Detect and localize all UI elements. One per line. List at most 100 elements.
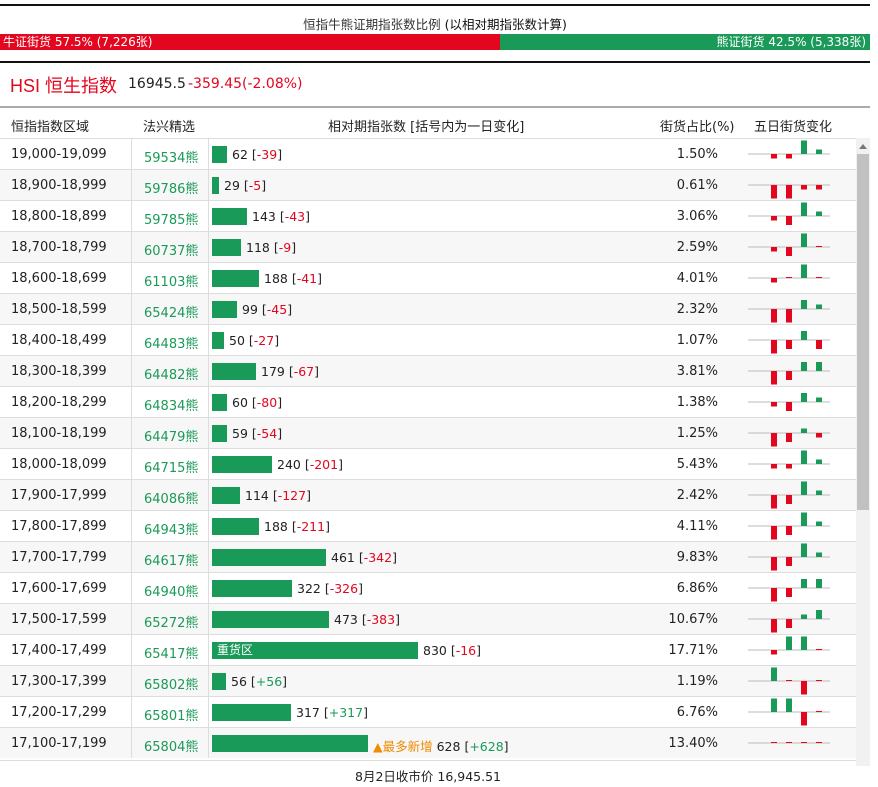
table-row[interactable]: 17,500-17,599 65272熊 473 [-383] 10.67% xyxy=(0,603,856,634)
five-day-bar xyxy=(771,309,777,323)
five-day-bar xyxy=(771,557,777,571)
row-code-link[interactable]: 59534熊 xyxy=(131,139,209,169)
contracts-value: 50 [-27] xyxy=(229,333,280,348)
five-day-change-chart xyxy=(748,542,830,572)
five-day-bar xyxy=(816,459,822,464)
table-row[interactable]: 19,000-19,099 59534熊 62 [-39] 1.50% xyxy=(0,138,856,169)
table-row[interactable]: 18,900-18,999 59786熊 29 [-5] 0.61% xyxy=(0,169,856,200)
contracts-bar xyxy=(212,580,292,597)
ratio-title: 恒指牛熊证期指张数比例 (以相对期指张数计算) xyxy=(0,14,870,33)
contracts-bar xyxy=(212,239,241,256)
five-day-change-chart xyxy=(748,170,830,200)
table-row[interactable]: 18,800-18,899 59785熊 143 [-43] 3.06% xyxy=(0,200,856,231)
table-row[interactable]: 18,400-18,499 64483熊 50 [-27] 1.07% xyxy=(0,324,856,355)
row-code-link[interactable]: 65802熊 xyxy=(131,666,209,696)
vertical-scrollbar[interactable] xyxy=(856,138,870,766)
row-range: 18,100-18,199 xyxy=(11,426,107,441)
row-code-link[interactable]: 64482熊 xyxy=(131,356,209,386)
five-day-bar xyxy=(801,331,807,340)
row-code-link[interactable]: 64715熊 xyxy=(131,449,209,479)
contracts-count: 240 xyxy=(277,457,301,472)
five-day-bar xyxy=(816,304,822,309)
table-row[interactable]: 18,300-18,399 64482熊 179 [-67] 3.81% xyxy=(0,355,856,386)
table-row[interactable]: 18,600-18,699 61103熊 188 [-41] 4.01% xyxy=(0,262,856,293)
contracts-count: 114 xyxy=(245,488,269,503)
contracts-count: 188 xyxy=(264,519,288,534)
share-percent: 10.67% xyxy=(668,612,718,627)
five-day-bar xyxy=(816,579,822,588)
row-code-link[interactable]: 64483熊 xyxy=(131,325,209,355)
table-row[interactable]: 17,600-17,699 64940熊 322 [-326] 6.86% xyxy=(0,572,856,603)
row-code-link[interactable]: 65272熊 xyxy=(131,604,209,634)
contracts-value: 240 [-201] xyxy=(277,457,343,472)
daily-change: -201 xyxy=(309,457,339,472)
contracts-bar xyxy=(212,363,256,380)
contracts-count: 628 xyxy=(436,739,461,754)
five-day-bar xyxy=(801,681,807,695)
table-row[interactable]: 17,900-17,999 64086熊 114 [-127] 2.42% xyxy=(0,479,856,510)
share-percent: 1.07% xyxy=(676,333,718,348)
five-day-bar xyxy=(801,712,807,726)
row-range: 17,300-17,399 xyxy=(11,674,107,689)
five-day-bar xyxy=(816,362,822,371)
table-row[interactable]: 17,800-17,899 64943熊 188 [-211] 4.11% xyxy=(0,510,856,541)
row-code-link[interactable]: 61103熊 xyxy=(131,263,209,293)
table-row[interactable]: 17,700-17,799 64617熊 461 [-342] 9.83% xyxy=(0,541,856,572)
contracts-value: 473 [-383] xyxy=(334,612,400,627)
five-day-change-chart xyxy=(748,573,830,603)
daily-change: -5 xyxy=(248,178,262,193)
daily-change: -41 xyxy=(296,271,318,286)
contracts-value: 188 [-41] xyxy=(264,271,323,286)
daily-change: +317 xyxy=(328,705,364,720)
contracts-bar xyxy=(212,487,240,504)
daily-change: -326 xyxy=(329,581,359,596)
table-row[interactable]: 18,100-18,199 64479熊 59 [-54] 1.25% xyxy=(0,417,856,448)
scroll-up-arrow-icon[interactable] xyxy=(859,144,867,149)
five-day-bar xyxy=(801,450,807,464)
five-day-change-chart xyxy=(748,139,830,169)
row-code-link[interactable]: 60737熊 xyxy=(131,232,209,262)
daily-change: +56 xyxy=(255,674,283,689)
row-range: 17,600-17,699 xyxy=(11,581,107,596)
daily-change: -342 xyxy=(363,550,393,565)
five-day-bar xyxy=(771,247,777,252)
row-code-link[interactable]: 65801熊 xyxy=(131,697,209,727)
row-range: 18,400-18,499 xyxy=(11,333,107,348)
row-code-link[interactable]: 64086熊 xyxy=(131,480,209,510)
table-row[interactable]: 18,700-18,799 60737熊 118 [-9] 2.59% xyxy=(0,231,856,262)
row-code-link[interactable]: 65417熊 xyxy=(131,635,209,665)
row-code-link[interactable]: 65804熊 xyxy=(131,728,209,758)
five-day-bar xyxy=(801,512,807,526)
table-row[interactable]: 17,300-17,399 65802熊 56 [+56] 1.19% xyxy=(0,665,856,696)
table-top-rule xyxy=(0,106,870,108)
table-row[interactable]: 17,400-17,499 65417熊 重货区 830 [-16] 17.71% xyxy=(0,634,856,665)
five-day-bar xyxy=(816,490,822,495)
table-row[interactable]: 18,000-18,099 64715熊 240 [-201] 5.43% xyxy=(0,448,856,479)
row-code-link[interactable]: 59785熊 xyxy=(131,201,209,231)
contracts-bar xyxy=(212,456,272,473)
table-row[interactable]: 17,200-17,299 65801熊 317 [+317] 6.76% xyxy=(0,696,856,727)
table-row[interactable]: 17,100-17,199 65804熊 ▲最多新增 628 [+628] 13.40… xyxy=(0,727,856,758)
table-row[interactable]: 18,200-18,299 64834熊 60 [-80] 1.38% xyxy=(0,386,856,417)
five-day-change-chart xyxy=(748,201,830,231)
row-code-link[interactable]: 59786熊 xyxy=(131,170,209,200)
row-range: 18,800-18,899 xyxy=(11,209,107,224)
five-day-change-chart xyxy=(748,325,830,355)
table-row[interactable]: 18,500-18,599 65424熊 99 [-45] 2.32% xyxy=(0,293,856,324)
share-percent: 1.50% xyxy=(676,147,718,162)
contracts-bar xyxy=(212,177,219,194)
row-code-link[interactable]: 64617熊 xyxy=(131,542,209,572)
row-code-link[interactable]: 65424熊 xyxy=(131,294,209,324)
row-code-link[interactable]: 64940熊 xyxy=(131,573,209,603)
scrollbar-thumb[interactable] xyxy=(857,154,869,510)
five-day-change-chart xyxy=(748,666,830,696)
contracts-value: 143 [-43] xyxy=(252,209,311,224)
row-code-link[interactable]: 64479熊 xyxy=(131,418,209,448)
row-code-link[interactable]: 64834熊 xyxy=(131,387,209,417)
contracts-count: 59 xyxy=(232,426,248,441)
row-code-link[interactable]: 64943熊 xyxy=(131,511,209,541)
share-percent: 4.11% xyxy=(676,519,718,534)
five-day-bar xyxy=(816,277,822,278)
contracts-value: 59 [-54] xyxy=(232,426,283,441)
five-day-bar xyxy=(771,371,777,385)
